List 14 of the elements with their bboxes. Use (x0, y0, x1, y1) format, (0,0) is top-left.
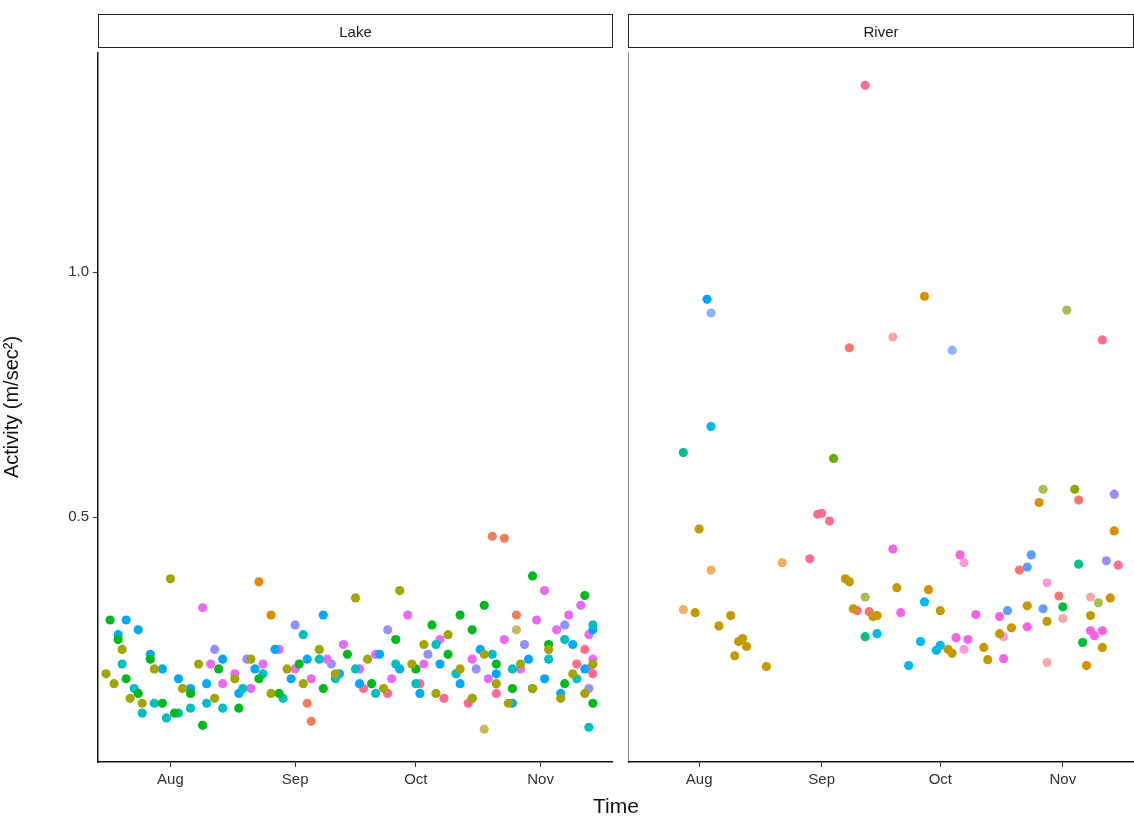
y-axis-title: Activity (m/sec²) (0, 335, 22, 479)
x-tick-label: Oct (928, 770, 953, 788)
x-tick-label: Aug (157, 770, 184, 788)
x-tick-label: Nov (1049, 770, 1077, 788)
chart-title: Lake (98, 14, 613, 48)
chart-title: River (628, 14, 1134, 48)
x-tick-label: Aug (685, 770, 713, 788)
x-tick-label: Nov (527, 770, 555, 788)
x-tick-label: Oct (404, 770, 429, 788)
x-tick-label: Sep (281, 770, 309, 788)
y-tick-label: 1.0 (68, 262, 89, 280)
x-tick-label: Sep (808, 770, 836, 788)
y-tick-label: 0.5 (68, 507, 89, 525)
x-axis-title: Time (592, 794, 640, 818)
